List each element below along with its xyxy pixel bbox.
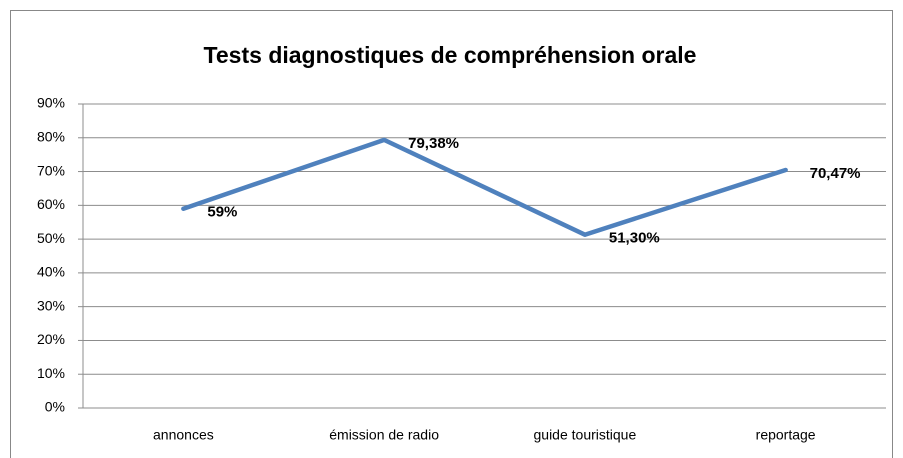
y-tick-label: 70% bbox=[37, 162, 65, 178]
y-tick-label: 50% bbox=[37, 230, 65, 246]
x-tick-label: reportage bbox=[756, 427, 816, 443]
chart-frame bbox=[10, 10, 893, 458]
data-label: 51,30% bbox=[609, 230, 660, 247]
y-tick-label: 0% bbox=[45, 399, 65, 415]
y-tick-label: 10% bbox=[37, 365, 65, 381]
line-series bbox=[181, 137, 788, 237]
chart-title: Tests diagnostiques de compréhension ora… bbox=[204, 42, 697, 68]
x-tick-label: émission de radio bbox=[329, 427, 439, 443]
data-label: 70,47% bbox=[810, 165, 861, 182]
y-tick-label: 60% bbox=[37, 196, 65, 212]
y-tick-label: 90% bbox=[37, 95, 65, 111]
y-tick-label: 40% bbox=[37, 264, 65, 280]
y-tick-label: 20% bbox=[37, 331, 65, 347]
data-label: 79,38% bbox=[408, 135, 459, 152]
y-tick-label: 80% bbox=[37, 128, 65, 144]
y-tick-label: 30% bbox=[37, 297, 65, 313]
x-tick-label: guide touristique bbox=[534, 427, 637, 443]
data-label: 59% bbox=[207, 204, 237, 221]
x-tick-label: annonces bbox=[153, 427, 214, 443]
